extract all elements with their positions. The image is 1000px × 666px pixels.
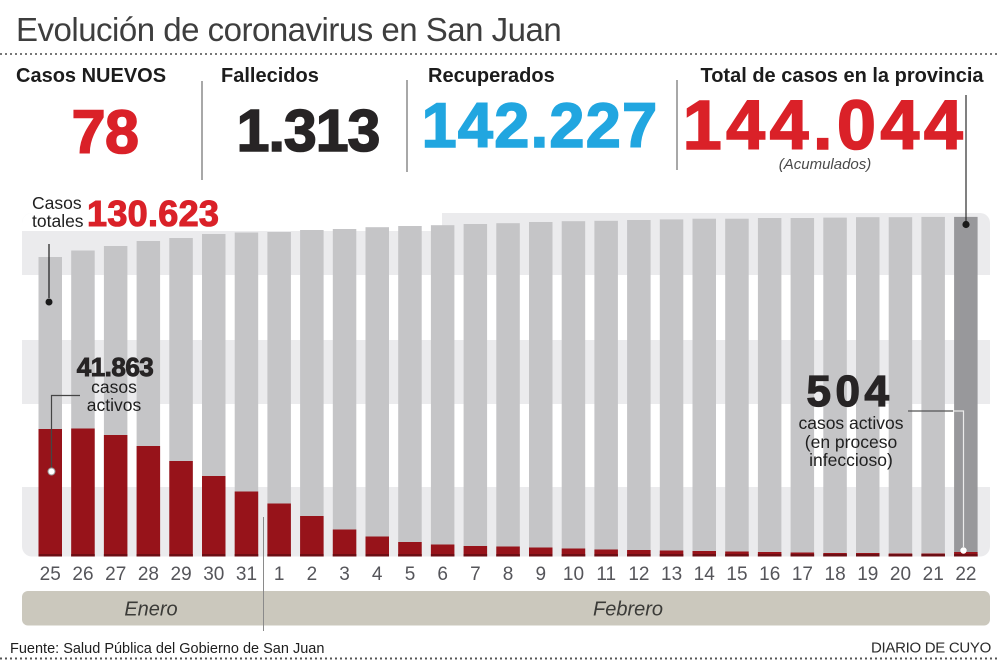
svg-text:11: 11 <box>596 564 616 585</box>
svg-text:28: 28 <box>138 564 159 585</box>
svg-text:25: 25 <box>40 564 61 585</box>
svg-text:19: 19 <box>857 564 878 585</box>
svg-text:14: 14 <box>694 564 716 585</box>
svg-text:5: 5 <box>405 564 416 585</box>
svg-text:27: 27 <box>105 564 126 585</box>
svg-text:22: 22 <box>955 564 976 585</box>
svg-text:3: 3 <box>339 564 350 585</box>
svg-text:20: 20 <box>890 564 911 585</box>
svg-text:Enero: Enero <box>124 599 177 621</box>
svg-text:8: 8 <box>503 564 514 585</box>
svg-text:casos: casos <box>91 377 137 397</box>
svg-text:13: 13 <box>661 564 682 585</box>
svg-text:4: 4 <box>372 564 383 585</box>
svg-text:18: 18 <box>825 564 846 585</box>
svg-text:21: 21 <box>923 564 944 585</box>
svg-text:7: 7 <box>470 564 481 585</box>
svg-text:(en proceso: (en proceso <box>805 432 897 452</box>
svg-text:activos: activos <box>87 395 142 415</box>
svg-text:casos activos: casos activos <box>798 413 903 433</box>
svg-text:10: 10 <box>563 564 584 585</box>
svg-text:17: 17 <box>792 564 813 585</box>
svg-text:12: 12 <box>628 564 649 585</box>
svg-text:infeccioso): infeccioso) <box>809 450 893 470</box>
svg-text:totales: totales <box>32 211 84 231</box>
svg-text:Febrero: Febrero <box>593 599 663 621</box>
svg-text:DIARIO DE CUYO: DIARIO DE CUYO <box>871 640 991 657</box>
svg-text:30: 30 <box>203 564 224 585</box>
svg-text:130.623: 130.623 <box>87 193 219 234</box>
svg-text:31: 31 <box>236 564 257 585</box>
svg-text:Fuente: Salud Pública del Gobi: Fuente: Salud Pública del Gobierno de Sa… <box>10 641 324 657</box>
svg-text:16: 16 <box>759 564 780 585</box>
svg-text:1: 1 <box>274 564 285 585</box>
svg-text:26: 26 <box>72 564 93 585</box>
svg-text:41.863: 41.863 <box>77 352 154 382</box>
svg-text:504: 504 <box>807 367 894 416</box>
svg-text:9: 9 <box>536 564 547 585</box>
svg-text:6: 6 <box>437 564 448 585</box>
svg-text:15: 15 <box>726 564 747 585</box>
svg-text:Casos: Casos <box>32 193 82 213</box>
svg-text:29: 29 <box>171 564 192 585</box>
svg-text:2: 2 <box>307 564 318 585</box>
